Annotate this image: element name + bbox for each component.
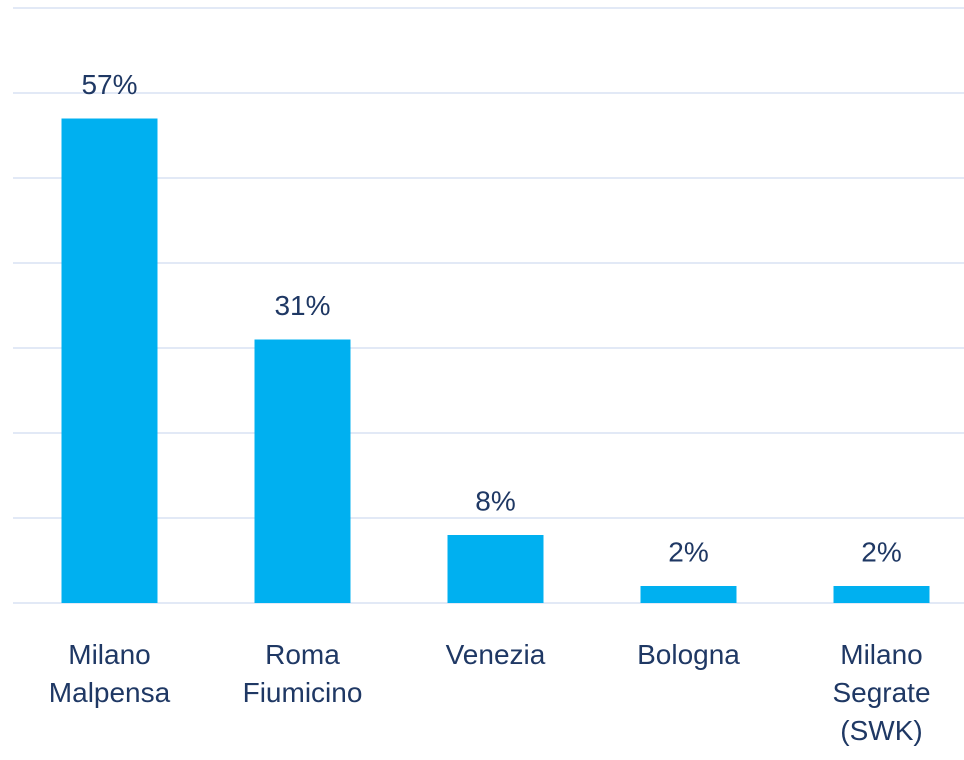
data-label: 31% bbox=[274, 290, 330, 321]
data-label: 2% bbox=[861, 536, 901, 567]
x-tick-label: Venezia bbox=[446, 639, 546, 670]
bar bbox=[254, 339, 351, 603]
data-label: 8% bbox=[475, 485, 515, 516]
bar bbox=[447, 535, 544, 603]
bar bbox=[640, 586, 737, 603]
data-label: 2% bbox=[668, 536, 708, 567]
x-tick-label: Bologna bbox=[637, 639, 740, 670]
x-tick-label: Milano Segrate (SWK) bbox=[832, 639, 930, 746]
bar bbox=[61, 118, 158, 603]
x-tick-label: Milano Malpensa bbox=[49, 639, 171, 708]
bar bbox=[833, 586, 930, 603]
data-label: 57% bbox=[81, 69, 137, 100]
x-tick-label: Roma Fiumicino bbox=[243, 639, 363, 708]
